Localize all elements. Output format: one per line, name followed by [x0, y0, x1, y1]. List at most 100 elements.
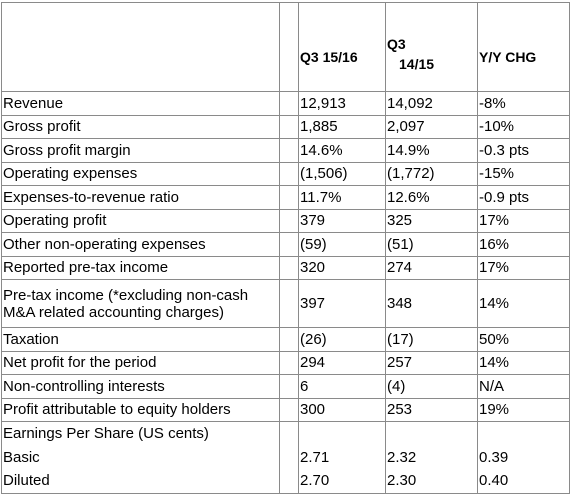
- header-text: 14/15: [399, 55, 435, 72]
- value-cell: -15%: [477, 161, 570, 186]
- table-row: Taxation (26) (17) 50%: [1, 327, 570, 352]
- value-cell: 6: [298, 374, 386, 399]
- header-row: Q3 15/16 Q3 14/15 Y/Y CHG: [1, 2, 570, 92]
- row-label: Expenses-to-revenue ratio: [1, 185, 280, 210]
- value-cell: (26): [298, 327, 386, 352]
- table-row: Expenses-to-revenue ratio 11.7% 12.6% -0.9 …: [1, 185, 570, 210]
- spacer-cell: [279, 255, 299, 280]
- table-row: Operating expenses (1,506) (1,772) -15%: [1, 161, 570, 186]
- eps-value: 2.30: [387, 472, 417, 489]
- row-label: Revenue: [1, 91, 280, 116]
- value-cell: (1,772): [385, 161, 478, 186]
- eps-title: Earnings Per Share (US cents): [3, 425, 209, 442]
- header-cell: Q3 15/16: [298, 2, 386, 92]
- spacer-cell: [279, 114, 299, 139]
- table-row: Net profit for the period 294 257 14%: [1, 350, 570, 375]
- value-cell: (59): [298, 232, 386, 257]
- spacer-cell: [279, 91, 299, 116]
- row-label: Taxation: [1, 327, 280, 352]
- value-cell: 274: [385, 255, 478, 280]
- spacer-cell: [279, 232, 299, 257]
- spacer-cell: [279, 374, 299, 399]
- spacer-cell: [279, 397, 299, 422]
- row-label: Non-controlling interests: [1, 374, 280, 399]
- eps-row: Earnings Per Share (US cents) Basic Dilute…: [1, 421, 570, 494]
- value-cell: -8%: [477, 91, 570, 116]
- row-label: Operating profit: [1, 208, 280, 233]
- table-row: Non-controlling interests 6 (4) N/A: [1, 374, 570, 399]
- value-cell: 14.6%: [298, 138, 386, 163]
- spacer-cell: [279, 185, 299, 210]
- row-label: Reported pre-tax income: [1, 255, 280, 280]
- value-cell: 257: [385, 350, 478, 375]
- value-cell: -0.9 pts: [477, 185, 570, 210]
- row-label: Net profit for the period: [1, 350, 280, 375]
- eps-blank: [479, 422, 568, 445]
- row-label: Other non-operating expenses: [1, 232, 280, 257]
- value-cell: 294: [298, 350, 386, 375]
- header-cell: Y/Y CHG: [477, 2, 570, 92]
- value-cell: 16%: [477, 232, 570, 257]
- eps-value: 2.32: [387, 448, 417, 466]
- table-row: Pre-tax income (*excluding non-cash M&A …: [1, 279, 570, 328]
- eps-cell: Earnings Per Share (US cents) Basic Dilute…: [1, 421, 280, 494]
- value-cell: 12,913: [298, 91, 386, 116]
- spacer-cell: [279, 208, 299, 233]
- row-label: Pre-tax income (*excluding non-cash M&A …: [1, 279, 280, 328]
- value-cell: 14,092: [385, 91, 478, 116]
- value-cell: 325: [385, 208, 478, 233]
- table-row: Profit attributable to equity holders 300…: [1, 397, 570, 422]
- value-cell: 348: [385, 279, 478, 328]
- value-cell: (1,506): [298, 161, 386, 186]
- value-cell: 253: [385, 397, 478, 422]
- header-text: Y/Y CHG: [479, 48, 537, 65]
- eps-blank: [387, 422, 476, 445]
- spacer-cell: [279, 421, 299, 494]
- row-label: Gross profit: [1, 114, 280, 139]
- value-cell: 50%: [477, 327, 570, 352]
- value-cell: 397: [298, 279, 386, 328]
- value-cell: 17%: [477, 255, 570, 280]
- eps-value: 0.39: [479, 448, 509, 466]
- eps-value: 2.71: [300, 448, 330, 466]
- header-cell: Q3 14/15: [385, 2, 478, 92]
- value-cell: (51): [385, 232, 478, 257]
- eps-label: Diluted: [3, 472, 50, 489]
- value-cell: 14.9%: [385, 138, 478, 163]
- spacer-cell: [279, 350, 299, 375]
- table-row: Revenue 12,913 14,092 -8%: [1, 91, 570, 116]
- eps-label: Basic: [3, 448, 40, 466]
- table-row: Gross profit 1,885 2,097 -10%: [1, 114, 570, 139]
- eps-cell: 2.32 2.30: [385, 421, 478, 494]
- value-cell: 379: [298, 208, 386, 233]
- value-cell: 11.7%: [298, 185, 386, 210]
- value-cell: (4): [385, 374, 478, 399]
- row-label: Operating expenses: [1, 161, 280, 186]
- header-text: Q3: [387, 35, 406, 52]
- spacer-cell: [279, 138, 299, 163]
- spacer-cell: [279, 2, 299, 92]
- value-cell: 19%: [477, 397, 570, 422]
- eps-value: 2.70: [300, 472, 330, 489]
- table-row: Gross profit margin 14.6% 14.9% -0.3 pts: [1, 138, 570, 163]
- value-cell: 14%: [477, 279, 570, 328]
- value-cell: 320: [298, 255, 386, 280]
- eps-blank: [300, 422, 384, 445]
- value-cell: -0.3 pts: [477, 138, 570, 163]
- value-cell: 17%: [477, 208, 570, 233]
- value-cell: -10%: [477, 114, 570, 139]
- table-row: Operating profit 379 325 17%: [1, 208, 570, 233]
- header-text: Q3 15/16: [300, 48, 358, 65]
- row-label: Gross profit margin: [1, 138, 280, 163]
- value-cell: 14%: [477, 350, 570, 375]
- eps-cell: 0.39 0.40: [477, 421, 570, 494]
- table-row: Other non-operating expenses (59) (51) 16%: [1, 232, 570, 257]
- value-cell: 1,885: [298, 114, 386, 139]
- value-cell: 12.6%: [385, 185, 478, 210]
- value-cell: N/A: [477, 374, 570, 399]
- value-cell: 2,097: [385, 114, 478, 139]
- eps-value: 0.40: [479, 472, 509, 489]
- value-cell: 300: [298, 397, 386, 422]
